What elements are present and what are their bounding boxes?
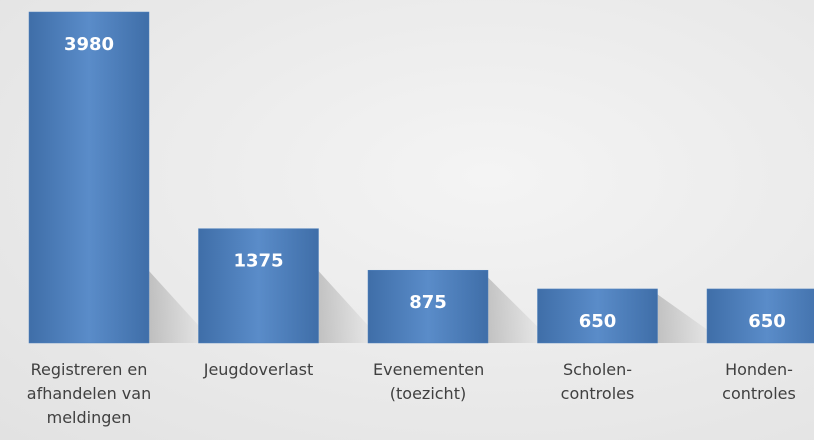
bar-shadow bbox=[657, 294, 718, 343]
x-tick-label: Scholen-controles bbox=[560, 360, 635, 403]
bar-shadow bbox=[488, 277, 548, 343]
x-tick-label: Registreren en afhandelen van meldingen bbox=[26, 360, 152, 427]
bar bbox=[537, 288, 658, 344]
bar bbox=[28, 11, 150, 344]
value-label: 875 bbox=[409, 292, 447, 313]
x-tick-label: Honden-controles bbox=[722, 360, 796, 403]
x-tick-label: Evenementen (toezicht) bbox=[373, 360, 485, 403]
value-label: 650 bbox=[579, 311, 617, 332]
value-label: 3980 bbox=[64, 34, 114, 55]
bar-shadow bbox=[318, 271, 379, 343]
value-label: 1375 bbox=[233, 251, 283, 272]
x-tick-label: Jeugdoverlast bbox=[203, 360, 314, 379]
value-label: 650 bbox=[748, 311, 786, 332]
bar bbox=[198, 228, 319, 344]
bar-shadow bbox=[149, 271, 209, 343]
bar bbox=[706, 288, 814, 344]
bar bbox=[367, 269, 489, 344]
